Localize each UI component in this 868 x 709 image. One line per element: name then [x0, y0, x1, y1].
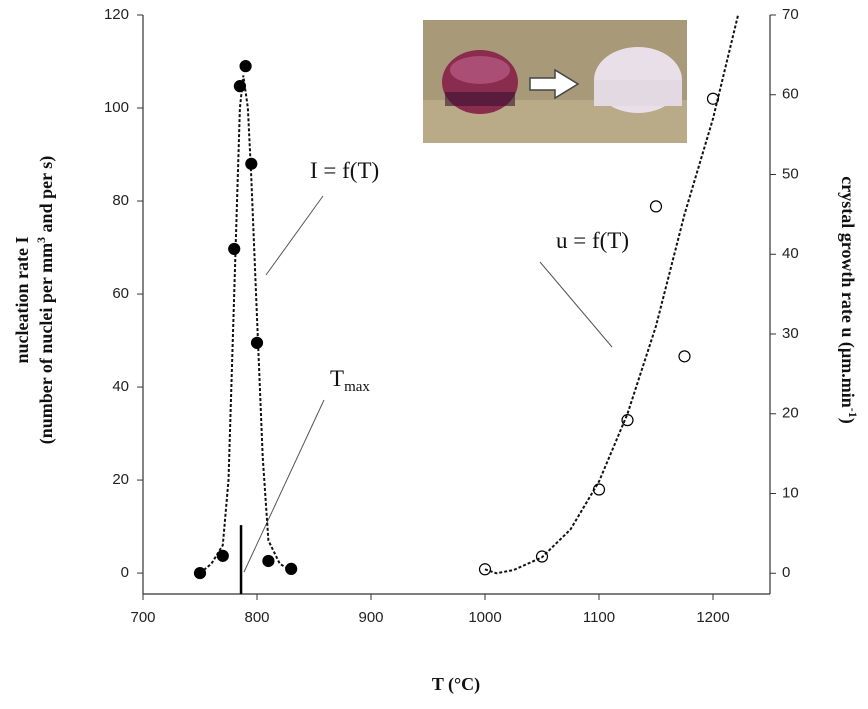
- x-tick-label: 1100: [583, 609, 615, 626]
- annotation: u = f(T): [556, 228, 629, 253]
- y-tick-label: 80: [112, 192, 129, 209]
- point: [679, 351, 690, 362]
- leader-line: [540, 262, 612, 347]
- point: [217, 550, 228, 561]
- fit-line: [200, 75, 291, 573]
- photo-inset: [423, 20, 687, 143]
- y2-tick-label: 20: [782, 405, 799, 422]
- y2-tick-label: 30: [782, 325, 799, 342]
- y2-tick-label: 70: [782, 6, 799, 23]
- y-tick-label: 60: [112, 285, 129, 302]
- point: [240, 61, 251, 72]
- point: [286, 563, 297, 574]
- x-tick-label: 700: [130, 609, 155, 626]
- x-tick-label: 1000: [468, 609, 501, 626]
- point: [246, 158, 257, 169]
- y-tick-label: 120: [104, 6, 129, 23]
- leader-line: [244, 400, 324, 572]
- y2-tick-label: 40: [782, 245, 799, 262]
- x-tick-label: 1200: [696, 609, 729, 626]
- y-axis-label: nucleation rate I: [12, 237, 32, 364]
- y2-tick-label: 10: [782, 484, 799, 501]
- y2-tick-label: 50: [782, 165, 799, 182]
- y-tick-label: 20: [112, 471, 129, 488]
- y-tick-label: 40: [112, 378, 129, 395]
- x-tick-label: 800: [244, 609, 269, 626]
- point: [252, 337, 263, 348]
- y2-axis-label: crystal growth rate u (µm.min-1): [837, 176, 860, 424]
- chart: T (°C) nucleation rate I (number of nucl…: [0, 0, 868, 709]
- point: [229, 243, 240, 254]
- x-axis-label: T (°C): [432, 674, 480, 695]
- point: [263, 555, 274, 566]
- point: [234, 81, 245, 92]
- y2-tick-label: 0: [782, 564, 790, 581]
- point: [651, 201, 662, 212]
- leader-line: [266, 196, 323, 275]
- annotation: I = f(T): [310, 158, 379, 183]
- y-tick-label: 0: [121, 564, 129, 581]
- annotation: Tmax: [330, 366, 370, 395]
- point: [195, 568, 206, 579]
- y-axis-label: (number of nuclei per mm3 and per s): [34, 156, 57, 445]
- y2-tick-label: 60: [782, 86, 799, 103]
- y-tick-label: 100: [104, 99, 129, 116]
- x-tick-label: 900: [358, 609, 383, 626]
